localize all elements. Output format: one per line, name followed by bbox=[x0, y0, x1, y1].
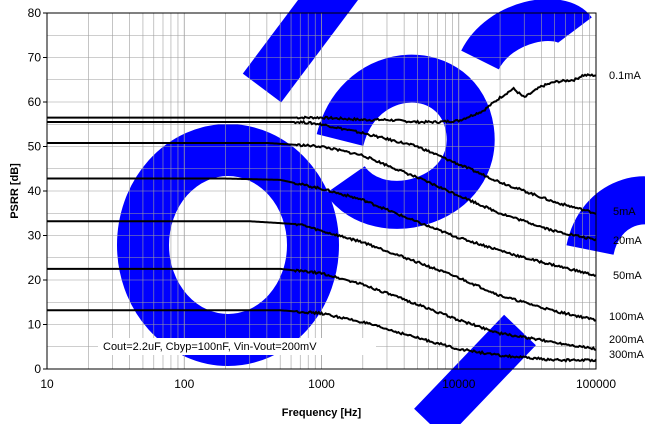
y-tick-label: 60 bbox=[28, 95, 42, 109]
x-tick-label: 10 bbox=[40, 377, 54, 391]
y-axis-label: PSRR [dB] bbox=[9, 163, 21, 219]
series-lines bbox=[47, 73, 597, 363]
x-tick-label: 100000 bbox=[576, 377, 616, 391]
series-line-5mA bbox=[47, 119, 597, 215]
annotation-text: Cout=2.2uF, Cbyp=100nF, Vin-Vout=200mV bbox=[103, 341, 317, 353]
series-line-300mA bbox=[47, 309, 597, 363]
y-tick-label: 80 bbox=[28, 6, 42, 20]
watermark-p bbox=[414, 314, 536, 424]
series-label-5mA: 5mA bbox=[613, 206, 636, 218]
watermark-r bbox=[566, 176, 645, 257]
watermark-stroke-1 bbox=[242, 0, 358, 103]
y-axis-ticks: 0 10 20 30 40 50 60 70 80 bbox=[28, 6, 47, 376]
series-line-50mA bbox=[47, 177, 597, 278]
x-tick-label: 10000 bbox=[442, 377, 476, 391]
y-tick-label: 30 bbox=[28, 229, 42, 243]
series-label-200mA: 200mA bbox=[609, 334, 645, 346]
series-label-300mA: 300mA bbox=[609, 349, 645, 361]
y-tick-label: 0 bbox=[34, 362, 41, 376]
series-line-200mA bbox=[47, 267, 597, 351]
watermark-s bbox=[461, 0, 592, 71]
series-label-20mA: 20mA bbox=[613, 235, 642, 247]
series-label-0.1mA: 0.1mA bbox=[609, 70, 641, 82]
x-tick-label: 1000 bbox=[308, 377, 335, 391]
series-label-50mA: 50mA bbox=[613, 270, 642, 282]
series-line-100mA bbox=[47, 220, 597, 322]
x-axis-ticks: 10 100 1000 10000 100000 bbox=[40, 377, 616, 391]
series-label-100mA: 100mA bbox=[609, 311, 645, 323]
watermark-b bbox=[316, 54, 495, 229]
series-line-20mA bbox=[47, 141, 597, 242]
chart-grid bbox=[46, 12, 596, 370]
series-labels: 0.1mA 5mA 20mA 50mA 100mA 200mA 300mA bbox=[609, 70, 645, 361]
y-tick-label: 10 bbox=[28, 318, 42, 332]
y-tick-label: 70 bbox=[28, 51, 42, 65]
x-axis-label: Frequency [Hz] bbox=[282, 407, 362, 419]
series-line-0.1mA bbox=[47, 73, 597, 125]
y-tick-label: 40 bbox=[28, 184, 42, 198]
annotation-box: Cout=2.2uF, Cbyp=100nF, Vin-Vout=200mV bbox=[98, 338, 376, 355]
x-tick-label: 100 bbox=[174, 377, 194, 391]
y-tick-label: 50 bbox=[28, 140, 42, 154]
y-tick-label: 20 bbox=[28, 273, 42, 287]
